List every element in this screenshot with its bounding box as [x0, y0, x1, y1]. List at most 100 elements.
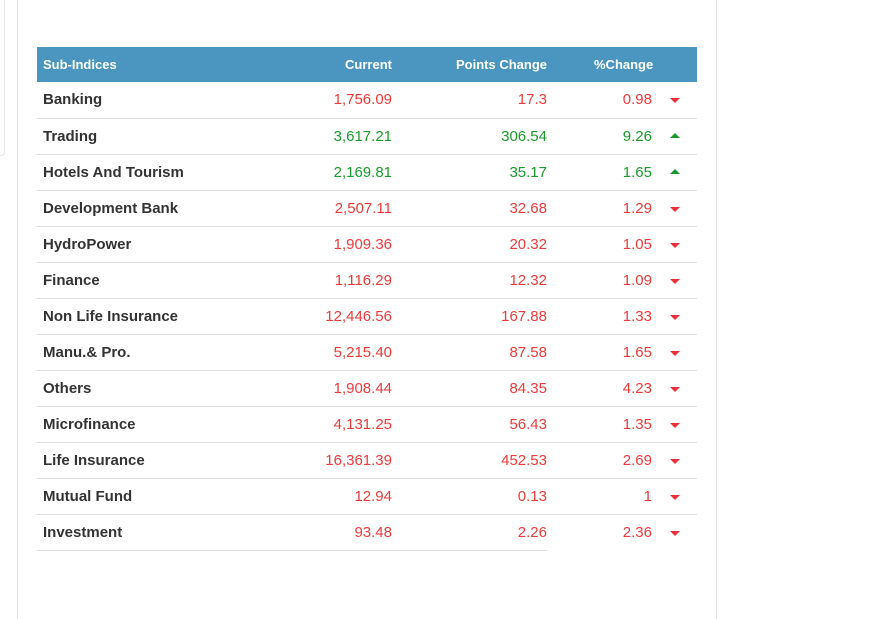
sub-index-name[interactable]: Banking: [37, 82, 247, 119]
current-value: 3,617.21: [247, 118, 397, 155]
table-row[interactable]: Life Insurance 16,361.39 452.53 2.69: [37, 442, 697, 479]
arrow-down-icon: [670, 422, 680, 428]
current-value: 12,446.56: [247, 298, 397, 335]
arrow-down-icon: [670, 530, 680, 536]
current-value: 1,116.29: [247, 262, 397, 299]
arrow-down-icon: [670, 386, 680, 392]
sub-index-name[interactable]: Finance: [37, 262, 247, 299]
sub-index-name[interactable]: Hotels And Tourism: [37, 154, 247, 191]
sub-index-name[interactable]: Mutual Fund: [37, 478, 247, 515]
percent-change-cell: 2.69: [547, 442, 697, 479]
table-row[interactable]: Investment 93.48 2.26 2.36: [37, 514, 697, 551]
sub-index-name[interactable]: Manu.& Pro.: [37, 334, 247, 371]
current-value: 93.48: [247, 514, 397, 551]
points-change-value: 167.88: [397, 298, 547, 335]
arrow-down-icon: [670, 242, 680, 248]
table-row[interactable]: Mutual Fund 12.94 0.13 1: [37, 478, 697, 515]
points-change-value: 20.32: [397, 226, 547, 263]
table-row[interactable]: Finance 1,116.29 12.32 1.09: [37, 262, 697, 299]
table-row[interactable]: Microfinance 4,131.25 56.43 1.35: [37, 406, 697, 443]
table-row[interactable]: Banking 1,756.09 17.3 0.98: [37, 82, 697, 119]
percent-change-wrap: 1.05: [547, 236, 697, 253]
percent-change-cell: 1.33: [547, 298, 697, 335]
percent-change-cell: 1.35: [547, 406, 697, 443]
table-row[interactable]: Development Bank 2,507.11 32.68 1.29: [37, 190, 697, 227]
table-row[interactable]: Trading 3,617.21 306.54 9.26: [37, 118, 697, 155]
percent-change-wrap: 1.65: [547, 344, 697, 361]
percent-change-cell: 4.23: [547, 370, 697, 407]
percent-change-wrap: 2.36: [547, 524, 697, 541]
points-change-value: 0.13: [397, 478, 547, 515]
percent-change-value: 4.23: [622, 379, 652, 397]
sub-index-name[interactable]: Non Life Insurance: [37, 298, 247, 335]
sub-indices-table: Sub-Indices Current Points Change %Chang…: [37, 47, 697, 551]
sub-index-name[interactable]: Life Insurance: [37, 442, 247, 479]
current-value: 2,507.11: [247, 190, 397, 227]
arrow-down-icon: [670, 206, 680, 212]
points-change-value: 35.17: [397, 154, 547, 191]
sub-index-name[interactable]: HydroPower: [37, 226, 247, 263]
percent-change-value: 1.05: [622, 235, 652, 253]
current-value: 12.94: [247, 478, 397, 515]
percent-change-cell: 9.26: [547, 118, 697, 155]
percent-change-value: 2.36: [622, 523, 652, 541]
percent-change-wrap: 1.35: [547, 416, 697, 433]
header-points-change[interactable]: Points Change: [397, 47, 547, 82]
percent-change-cell: 0.98: [547, 82, 697, 119]
percent-change-wrap: 0.98: [547, 91, 697, 108]
percent-change-wrap: 9.26: [547, 128, 697, 145]
current-value: 4,131.25: [247, 406, 397, 443]
sub-index-name[interactable]: Trading: [37, 118, 247, 155]
header-sub-indices[interactable]: Sub-Indices: [37, 47, 247, 82]
current-value: 1,908.44: [247, 370, 397, 407]
percent-change-cell: 1.05: [547, 226, 697, 263]
points-change-value: 87.58: [397, 334, 547, 371]
table-row[interactable]: Manu.& Pro. 5,215.40 87.58 1.65: [37, 334, 697, 371]
arrow-down-icon: [670, 314, 680, 320]
header-percent-change[interactable]: %Change: [547, 47, 697, 82]
table-row[interactable]: Hotels And Tourism 2,169.81 35.17 1.65: [37, 154, 697, 191]
percent-change-wrap: 1: [547, 488, 697, 505]
table-header-row: Sub-Indices Current Points Change %Chang…: [37, 47, 697, 82]
sub-index-name[interactable]: Investment: [37, 514, 247, 551]
sub-index-name[interactable]: Development Bank: [37, 190, 247, 227]
points-change-value: 2.26: [397, 514, 547, 551]
current-value: 2,169.81: [247, 154, 397, 191]
sub-index-name[interactable]: Others: [37, 370, 247, 407]
current-value: 1,909.36: [247, 226, 397, 263]
percent-change-wrap: 1.65: [547, 164, 697, 181]
percent-change-cell: 1.65: [547, 334, 697, 371]
percent-change-value: 1.65: [622, 343, 652, 361]
arrow-down-icon: [670, 350, 680, 356]
percent-change-cell: 1: [547, 478, 697, 515]
percent-change-cell: 1.29: [547, 190, 697, 227]
percent-change-value: 1.09: [622, 271, 652, 289]
sub-index-name[interactable]: Microfinance: [37, 406, 247, 443]
current-value: 5,215.40: [247, 334, 397, 371]
table-row[interactable]: HydroPower 1,909.36 20.32 1.05: [37, 226, 697, 263]
percent-change-cell: 2.36: [547, 514, 697, 550]
percent-change-value: 0.98: [622, 91, 652, 109]
arrow-up-icon: [670, 132, 680, 138]
header-current[interactable]: Current: [247, 47, 397, 82]
table-row[interactable]: Others 1,908.44 84.35 4.23: [37, 370, 697, 407]
percent-change-cell: 1.09: [547, 262, 697, 299]
percent-change-wrap: 2.69: [547, 452, 697, 469]
percent-change-value: 1.65: [622, 163, 652, 181]
current-value: 1,756.09: [247, 82, 397, 119]
percent-change-wrap: 1.33: [547, 308, 697, 325]
points-change-value: 306.54: [397, 118, 547, 155]
percent-change-wrap: 1.29: [547, 200, 697, 217]
percent-change-cell: 1.65: [547, 154, 697, 191]
arrow-up-icon: [670, 168, 680, 174]
arrow-down-icon: [670, 98, 680, 104]
percent-change-wrap: 1.09: [547, 272, 697, 289]
percent-change-value: 1.33: [622, 307, 652, 325]
points-change-value: 84.35: [397, 370, 547, 407]
adjacent-panel-edge: [0, 0, 5, 156]
table-row[interactable]: Non Life Insurance 12,446.56 167.88 1.33: [37, 298, 697, 335]
current-value: 16,361.39: [247, 442, 397, 479]
percent-change-value: 1.29: [622, 199, 652, 217]
points-change-value: 452.53: [397, 442, 547, 479]
arrow-down-icon: [670, 278, 680, 284]
